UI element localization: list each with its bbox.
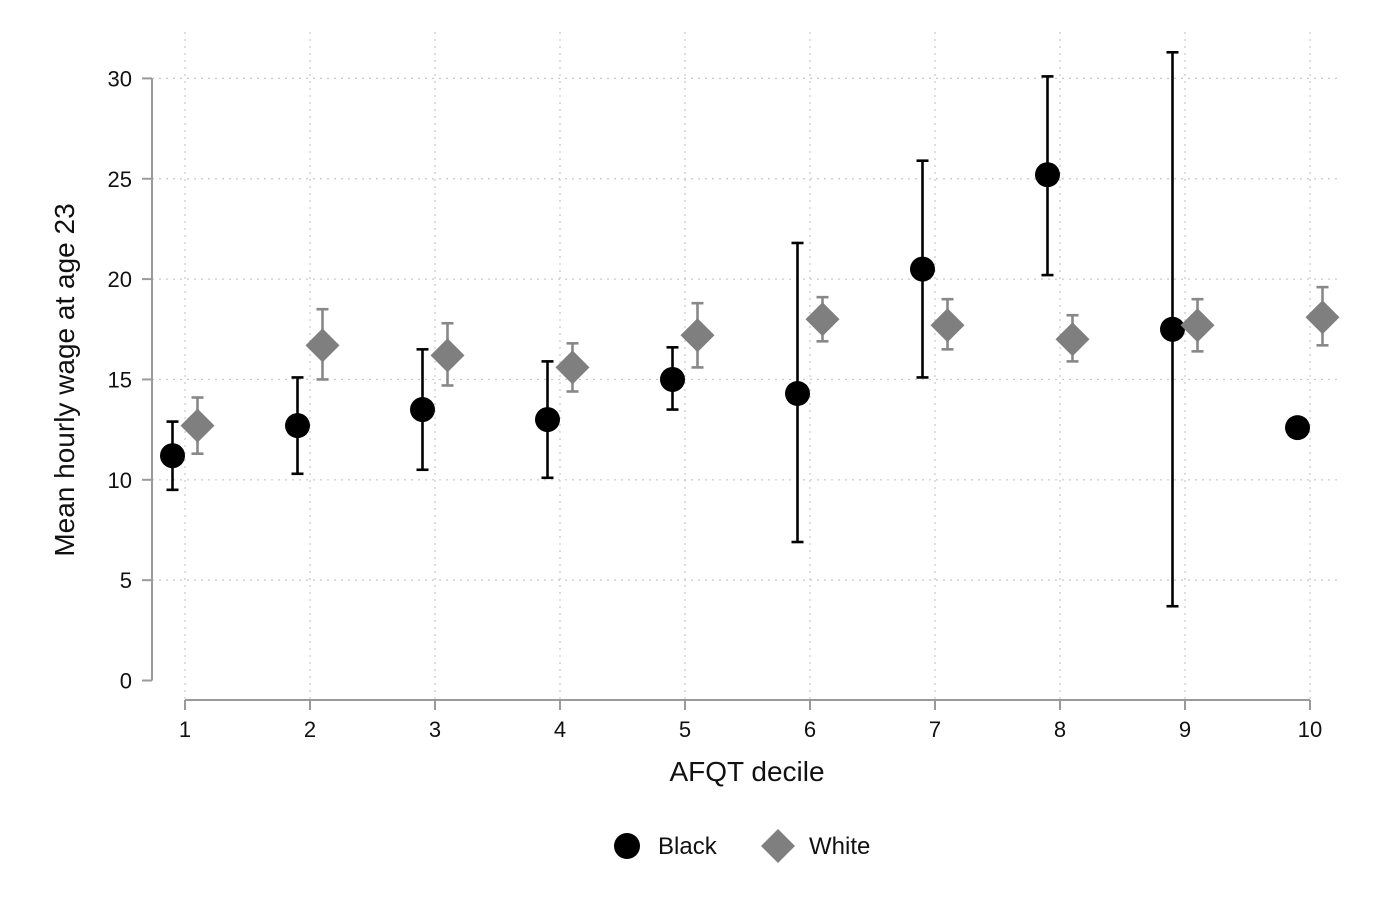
x-tick-label-7: 7 — [929, 717, 941, 742]
point-black-6 — [785, 380, 810, 406]
grid-lines — [152, 32, 1342, 700]
point-black-4 — [535, 407, 560, 433]
legend: Black White — [614, 829, 870, 863]
point-white-5 — [680, 318, 715, 353]
axes — [142, 77, 1311, 710]
point-white-3 — [430, 338, 465, 373]
y-tick-label-25: 25 — [108, 167, 132, 192]
point-white-7 — [930, 308, 965, 343]
point-black-10 — [1285, 415, 1310, 441]
y-tick-label-30: 30 — [108, 66, 132, 91]
tick-labels: 0 5 10 15 20 25 30 1 2 3 4 5 6 7 8 9 10 — [108, 66, 1323, 742]
y-axis-title: Mean hourly wage at age 23 — [49, 203, 80, 556]
y-tick-label-20: 20 — [108, 267, 132, 292]
point-white-4 — [555, 350, 590, 385]
x-tick-label-3: 3 — [429, 717, 441, 742]
x-tick-label-1: 1 — [179, 717, 191, 742]
y-tick-label-0: 0 — [120, 669, 132, 694]
y-tick-label-5: 5 — [120, 568, 132, 593]
point-black-3 — [410, 397, 435, 423]
x-tick-label-9: 9 — [1179, 717, 1191, 742]
point-white-8 — [1055, 322, 1090, 357]
point-white-9 — [1180, 308, 1215, 343]
x-tick-label-4: 4 — [554, 717, 566, 742]
x-axis-title: AFQT decile — [669, 756, 824, 787]
x-tick-label-6: 6 — [804, 717, 816, 742]
point-black-2 — [285, 413, 310, 439]
y-tick-label-15: 15 — [108, 367, 132, 392]
point-black-1 — [160, 443, 185, 469]
legend-marker-white — [761, 829, 795, 863]
point-white-1 — [180, 408, 215, 443]
x-tick-label-8: 8 — [1054, 717, 1066, 742]
x-tick-label-10: 10 — [1298, 717, 1322, 742]
point-black-8 — [1035, 162, 1060, 188]
legend-marker-black — [614, 833, 640, 859]
point-black-5 — [660, 366, 685, 392]
point-white-2 — [305, 328, 340, 363]
point-black-7 — [910, 256, 935, 282]
error-bars — [166, 51, 1329, 608]
x-tick-label-5: 5 — [679, 717, 691, 742]
y-tick-label-10: 10 — [108, 468, 132, 493]
point-white-6 — [805, 302, 840, 337]
data-points — [160, 162, 1340, 469]
point-white-10 — [1305, 300, 1340, 335]
x-tick-label-2: 2 — [304, 717, 316, 742]
legend-label-white: White — [809, 833, 870, 860]
point-black-9 — [1160, 316, 1185, 342]
legend-label-black: Black — [658, 833, 718, 860]
